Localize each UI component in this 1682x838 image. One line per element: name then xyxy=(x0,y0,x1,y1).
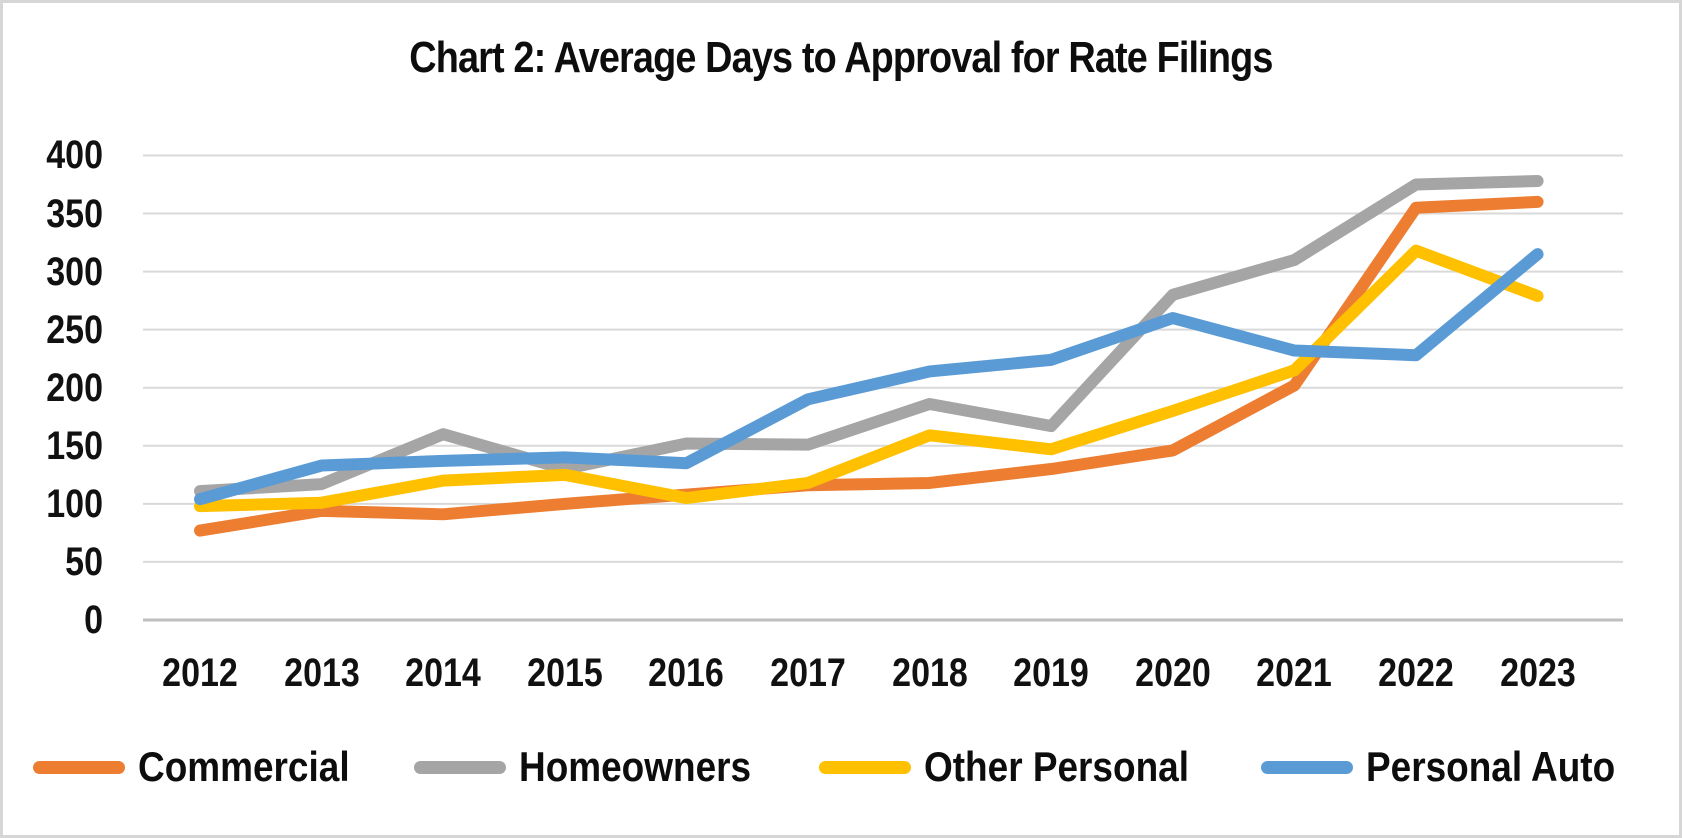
x-tick-label: 2021 xyxy=(1256,651,1333,695)
legend-swatch-commercial xyxy=(32,760,125,774)
x-tick-label: 2013 xyxy=(283,651,360,695)
x-tick-label: 2016 xyxy=(648,651,725,695)
x-tick-label: 2023 xyxy=(1499,651,1576,695)
legend-item-personal-auto: Personal Auto xyxy=(1261,743,1649,791)
legend: Commercial Homeowners Other Personal Person… xyxy=(3,743,1679,791)
legend-swatch-homeowners xyxy=(414,760,507,774)
x-tick-label: 2020 xyxy=(1134,651,1211,695)
y-tick-label: 250 xyxy=(46,307,103,352)
series-line-commercial xyxy=(194,195,1544,537)
chart-title-text: Chart 2: Average Days to Approval for Ra… xyxy=(409,33,1273,82)
x-tick-label: 2015 xyxy=(526,651,603,695)
legend-label: Homeowners xyxy=(519,743,752,790)
legend-item-other-personal: Other Personal xyxy=(818,743,1225,791)
x-tick-label: 2014 xyxy=(405,651,482,695)
y-tick-label: 350 xyxy=(46,191,103,236)
legend-swatch-other-personal xyxy=(818,760,911,774)
x-tick-label: 2022 xyxy=(1378,651,1454,695)
legend-item-homeowners: Homeowners xyxy=(414,743,783,791)
y-tick-label: 300 xyxy=(46,249,103,294)
legend-label: Personal Auto xyxy=(1366,743,1616,790)
x-tick-label: 2019 xyxy=(1013,651,1090,695)
x-tick-label: 2012 xyxy=(162,651,238,695)
chart-svg xyxy=(143,154,1623,622)
y-tick-label: 400 xyxy=(46,133,103,178)
chart-title: Chart 2: Average Days to Approval for Ra… xyxy=(3,33,1679,83)
y-tick-label: 200 xyxy=(46,365,103,410)
x-tick-label: 2018 xyxy=(891,651,968,695)
legend-label: Other Personal xyxy=(923,743,1189,790)
series-line-homeowners xyxy=(194,174,1544,498)
y-tick-label: 50 xyxy=(65,539,103,584)
legend-item-commercial: Commercial xyxy=(32,743,378,791)
legend-label: Commercial xyxy=(137,743,350,790)
y-tick-label: 0 xyxy=(84,598,103,642)
legend-swatch-personal-auto xyxy=(1261,760,1354,774)
x-tick-label: 2017 xyxy=(770,651,846,695)
y-tick-label: 100 xyxy=(46,481,103,526)
y-tick-label: 150 xyxy=(46,423,103,468)
series-line-personal-auto xyxy=(194,248,1544,506)
